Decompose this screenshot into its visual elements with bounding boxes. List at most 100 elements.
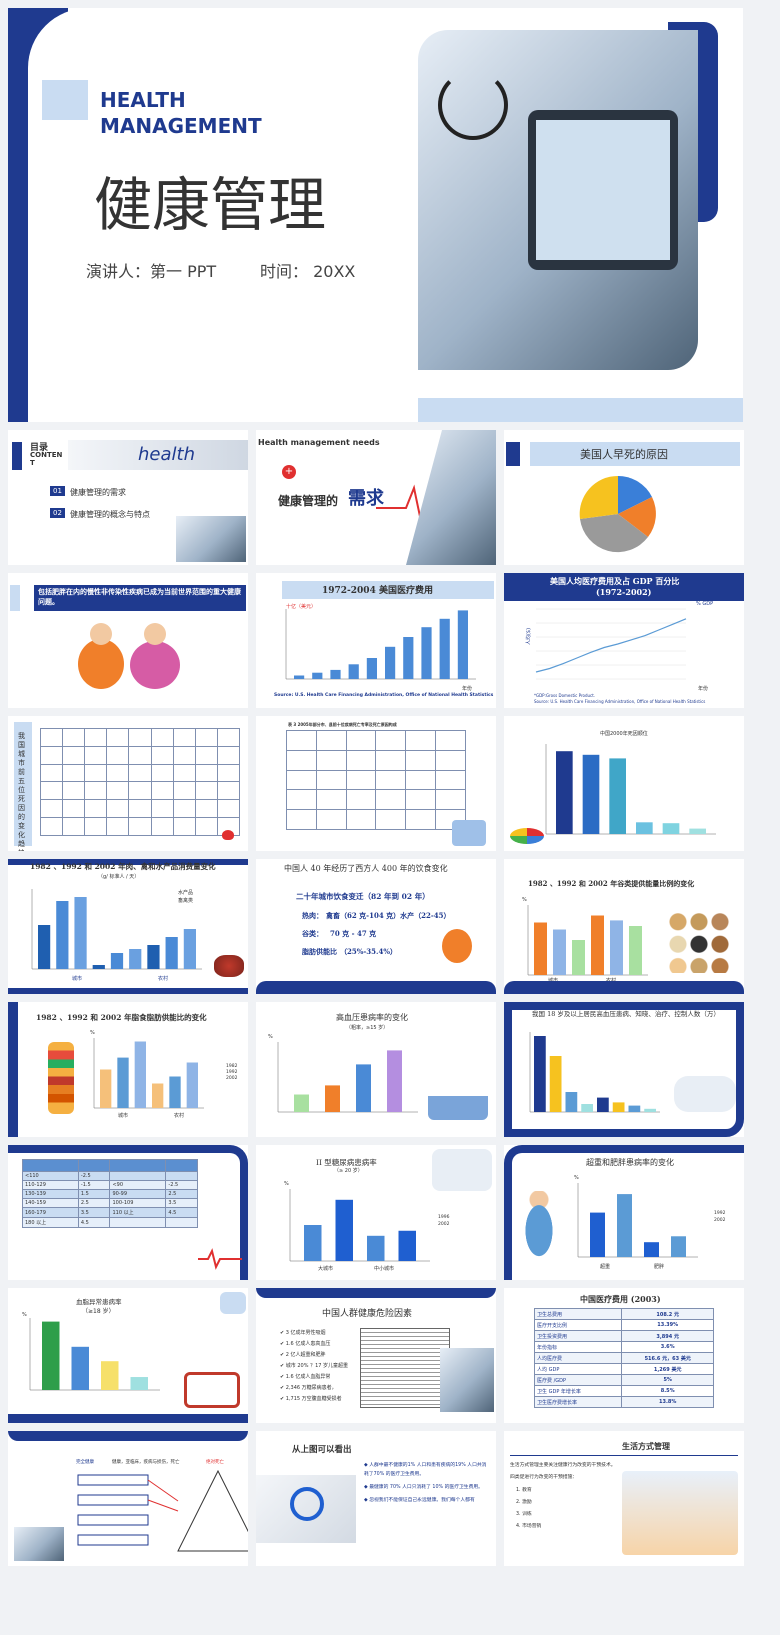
bar bbox=[636, 822, 653, 834]
gdp-share-slide[interactable]: 美国人均医疗费用及占 GDP 百分比 (1972-2002) 人均($) % G… bbox=[504, 573, 744, 708]
bar bbox=[591, 915, 604, 975]
cover-speaker: 演讲人：第一 PPT bbox=[86, 262, 217, 281]
overweight-group-1: 超重 bbox=[600, 1264, 611, 1270]
lifestyle-slide[interactable]: 生活方式管理 生活方式管理主要关注健康行为改变的干预技术。 四类促进行为改变的干… bbox=[504, 1431, 744, 1566]
cn-cost-slide[interactable]: 中国医疗费用 (2003) 卫生总费用 108.2 元医疗开支比例 13.39% 卫生… bbox=[504, 1288, 744, 1423]
bar bbox=[553, 929, 566, 975]
bar bbox=[662, 823, 680, 834]
gdp-source: Source: U.S. Health Care Financing Admin… bbox=[534, 699, 706, 704]
food-supply-slide[interactable]: 1982 、1992 和 2002 年肉、禽和水产品消费量变化 （g/ 标准人 … bbox=[8, 859, 248, 994]
pyramid-slide[interactable]: 完全健康 健康，亚临床，疾病与损伤，死亡 绝对死亡 bbox=[8, 1431, 248, 1566]
lifestyle-item: 3. 训练 bbox=[516, 1512, 532, 1517]
risk-item: ✔ 2,346 万糖尿病患者， bbox=[280, 1385, 337, 1391]
awareness-title: 我国 18 岁及以上居民高血压患病、知晓、治疗、控制人数（万） bbox=[532, 1010, 720, 1018]
toc-banner: health bbox=[68, 440, 248, 470]
newspaper-icon bbox=[360, 1328, 450, 1408]
toc-num-1: 01 bbox=[50, 486, 65, 496]
death-causes-header bbox=[530, 442, 740, 466]
diet-l3-value: （25%-35.4%） bbox=[340, 947, 397, 956]
lipid-slide[interactable]: 血脂异常患病率 （≥18 岁） % bbox=[8, 1288, 248, 1423]
conclusion-slide[interactable]: 从上图可以看出 ◆ 人群中最不健康的1% 人口和患有疾病的19% 人口共消耗了7… bbox=[256, 1431, 496, 1566]
death-table-slide[interactable]: 表 3 2005年部分市、县前十位疾病死亡专率及死亡原因构成 bbox=[256, 716, 496, 851]
fat-slide[interactable]: 1982 、1992 和 2002 年脂食脂肪供能比的变化 % 城市 农村 19… bbox=[8, 1002, 248, 1137]
pie-3d-icon bbox=[510, 828, 544, 844]
diabetes-slide[interactable]: II 型糖尿病患病率 （≥ 20 岁） % 大城市 中小城市 1996 2002 bbox=[256, 1145, 496, 1280]
bar bbox=[304, 1225, 322, 1261]
cn-cost-row: 医疗开支比例 13.39% bbox=[533, 1319, 714, 1331]
risk-top bbox=[256, 1288, 496, 1298]
obesity-slide[interactable]: 包括肥胖在内的慢性非传染性疾病已成为当前世界范围的重大健康问题。 bbox=[8, 573, 248, 708]
diet-l1-label: 热肉： bbox=[302, 911, 323, 920]
cn-cost-cell: 人均 GDP bbox=[533, 1363, 623, 1375]
risk-slide[interactable]: 中国人群健康危险因素 ✔ 3 亿成年男性吸烟 ✔ 1.6 亿成人患高血压 ✔ 2 亿… bbox=[256, 1288, 496, 1423]
cover-slide[interactable]: HEALTH MANAGEMENT 健康管理 演讲人：第一 PPT 时间： 20… bbox=[8, 8, 743, 422]
grains-icon bbox=[664, 909, 734, 973]
hyp-ylabel: % bbox=[268, 1034, 273, 1040]
toc-slide[interactable]: 目录 CONTEN T health 01 健康管理的需求 02 健康管理的概念… bbox=[8, 430, 248, 565]
death-causes-slide[interactable]: 美国人早死的原因 bbox=[504, 430, 744, 565]
toc-title: 目录 bbox=[30, 443, 49, 453]
bar bbox=[439, 618, 450, 679]
toc-item-1[interactable]: 健康管理的需求 bbox=[70, 488, 126, 497]
bar bbox=[71, 1346, 89, 1390]
fat-legend-1: 1982 bbox=[226, 1064, 238, 1069]
bp-table-slide[interactable]: <110 -2.5 110-129 -1.5 <90 -2.5 130-139 1.5 90… bbox=[8, 1145, 248, 1280]
bp-cell: 3.5 bbox=[165, 1198, 198, 1208]
cn-cost-cell: 卫生总费用 bbox=[533, 1308, 623, 1320]
cn-cost-table: 卫生总费用 108.2 元医疗开支比例 13.39% 卫生投资费用 3,894 元年份指… bbox=[533, 1308, 714, 1408]
fat-ylabel: % bbox=[90, 1030, 95, 1036]
cn-cost-cell: 年份指标 bbox=[533, 1341, 623, 1353]
gdp-title-2: (1972-2002) bbox=[596, 587, 652, 597]
lifestyle-item: 4. 市场营销 bbox=[516, 1524, 542, 1529]
cn-cost-cell: 13.8% bbox=[621, 1396, 714, 1408]
bar bbox=[335, 1199, 353, 1261]
heartbeat-icon bbox=[198, 1248, 242, 1270]
needs-slide[interactable]: Health management needs + 健康管理的 需求 bbox=[256, 430, 496, 565]
awareness-slide[interactable]: 我国 18 岁及以上居民高血压患病、知晓、治疗、控制人数（万） bbox=[504, 1002, 744, 1137]
cn-cost-row: 卫生医疗费增长率 13.8% bbox=[533, 1396, 714, 1408]
grain-slide[interactable]: 1982 、1992 和 2002 年谷类提供能量比例的变化 % 城市 农村 bbox=[504, 859, 744, 994]
bp-cell: -2.5 bbox=[165, 1180, 198, 1190]
lifestyle-intro2: 四类促进行为改变的干预措施： bbox=[510, 1475, 578, 1480]
cn-cost-cell: 卫生投资费用 bbox=[533, 1330, 623, 1342]
overweight-legend-2: 2002 bbox=[714, 1218, 726, 1223]
cover-doctor-photo bbox=[418, 30, 698, 370]
fat-group-1: 城市 bbox=[118, 1113, 129, 1119]
bp-cell bbox=[165, 1217, 198, 1228]
diet-change-slide[interactable]: 中国人 40 年经历了西方人 400 年的饮食变化 二十年城市饮食变迁（82 年… bbox=[256, 859, 496, 994]
gdp-note: *GDP:Gross Domestic Product. bbox=[534, 693, 596, 698]
gdp-chart bbox=[535, 608, 687, 680]
us-cost-slide[interactable]: 1972-2004 美国医疗费用 十亿（美元） 年份 Source: U.S. … bbox=[256, 573, 496, 708]
bar bbox=[38, 925, 51, 969]
us-cost-title: 1972-2004 美国医疗费用 bbox=[322, 586, 433, 596]
pyramid-top bbox=[8, 1431, 248, 1441]
cn-cost-row: 人均医疗费 516.6 元，63 美元 bbox=[533, 1352, 714, 1364]
lifestyle-items: 1. 教育 2. 激励 3. 训练 4. 市场营销 bbox=[516, 1485, 541, 1533]
diabetes-legend-2: 2002 bbox=[438, 1222, 450, 1227]
hospital-icon bbox=[452, 820, 486, 846]
risk-item: ✔ 城市 20% ？17 岁儿童超重 bbox=[280, 1363, 349, 1369]
conclusion-title: 从上图可以看出 bbox=[292, 1445, 352, 1455]
grain-ylabel: % bbox=[522, 897, 527, 903]
overweight-frame bbox=[504, 1145, 744, 1280]
bar bbox=[130, 1377, 148, 1390]
pyramid-end-label: 绝对死亡 bbox=[206, 1460, 224, 1465]
cn-cost-row: 卫生总费用 108.2 元 bbox=[533, 1308, 714, 1320]
china2000-chart bbox=[545, 744, 716, 835]
hypertension-slide[interactable]: 高血压患病率的变化 （粗率，≥15 岁） % bbox=[256, 1002, 496, 1137]
needs-title-en: Health management needs bbox=[258, 438, 380, 447]
diabetes-legend-1: 1996 bbox=[438, 1215, 450, 1220]
bar bbox=[348, 664, 359, 679]
stethoscope-icon bbox=[438, 70, 508, 140]
cn-death-slide[interactable]: 我国城市前五位死因的变化趋势 bbox=[8, 716, 248, 851]
bar bbox=[366, 658, 377, 679]
toc-item-2[interactable]: 健康管理的概念与特点 bbox=[70, 510, 150, 519]
obese-people-illustration bbox=[68, 619, 188, 701]
cn-cost-cell: 5% bbox=[621, 1374, 714, 1386]
cn-death-table bbox=[39, 728, 241, 836]
bar bbox=[325, 1085, 340, 1112]
overweight-slide[interactable]: 超重和肥胖患病率的变化 % 超重 肥胖 1992 2002 bbox=[504, 1145, 744, 1280]
overweight-chart bbox=[577, 1183, 698, 1258]
cover-light-bottom bbox=[418, 398, 743, 422]
china2000-slide[interactable]: 中国2000年死因顺位 bbox=[504, 716, 744, 851]
